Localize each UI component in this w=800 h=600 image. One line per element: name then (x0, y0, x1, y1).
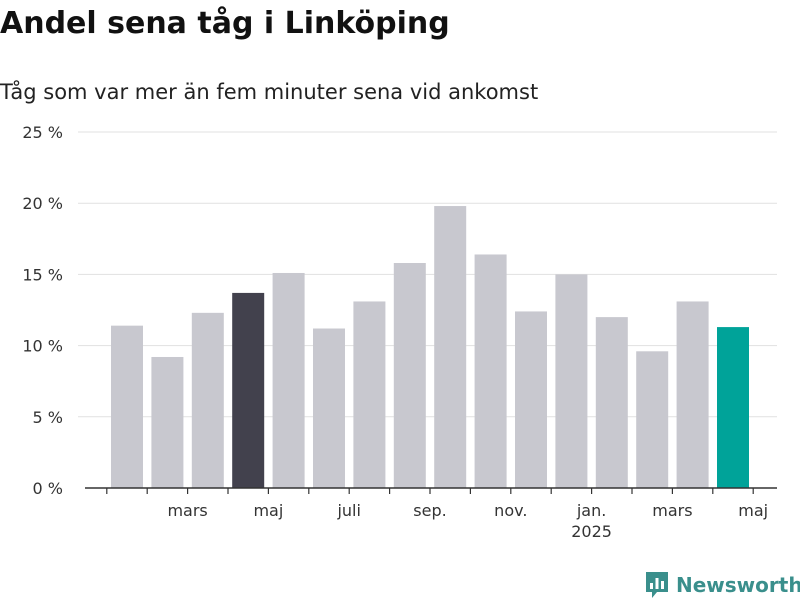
chart-subtitle: Tåg som var mer än fem minuter sena vid … (0, 80, 539, 104)
bar (353, 301, 386, 488)
bar (272, 272, 305, 488)
bar (393, 263, 426, 488)
bar (515, 311, 547, 488)
x-tick-label: maj (253, 501, 283, 520)
bar (636, 351, 669, 488)
y-tick-label: 20 % (22, 194, 63, 213)
x-tick-label: jan. (576, 501, 606, 520)
bar (434, 206, 467, 488)
bar (232, 292, 265, 488)
newsworthy-logo: Newsworthy (644, 570, 800, 600)
bar (595, 317, 628, 488)
x-tick-sublabel: 2025 (571, 522, 612, 541)
x-tick-label: mars (652, 501, 692, 520)
bar (474, 254, 507, 488)
chart-title: Andel sena tåg i Linköping (0, 6, 450, 41)
bar (151, 356, 184, 488)
x-tick-label: mars (167, 501, 207, 520)
y-tick-label: 5 % (33, 408, 63, 427)
x-tick-label: maj (738, 501, 768, 520)
y-tick-label: 10 % (22, 337, 63, 356)
y-tick-label: 0 % (33, 479, 63, 498)
bar (313, 328, 345, 488)
bar (676, 301, 709, 488)
newsworthy-chart-icon (646, 572, 668, 598)
y-tick-label: 15 % (22, 265, 63, 284)
bar (717, 327, 749, 488)
bar (555, 274, 588, 488)
x-tick-label: nov. (494, 501, 527, 520)
x-tick-label: juli (336, 501, 360, 520)
y-tick-label: 25 % (22, 123, 63, 142)
logo-text: Newsworthy (676, 573, 800, 597)
bar (111, 325, 143, 488)
x-tick-label: sep. (413, 501, 446, 520)
bar (191, 312, 224, 488)
